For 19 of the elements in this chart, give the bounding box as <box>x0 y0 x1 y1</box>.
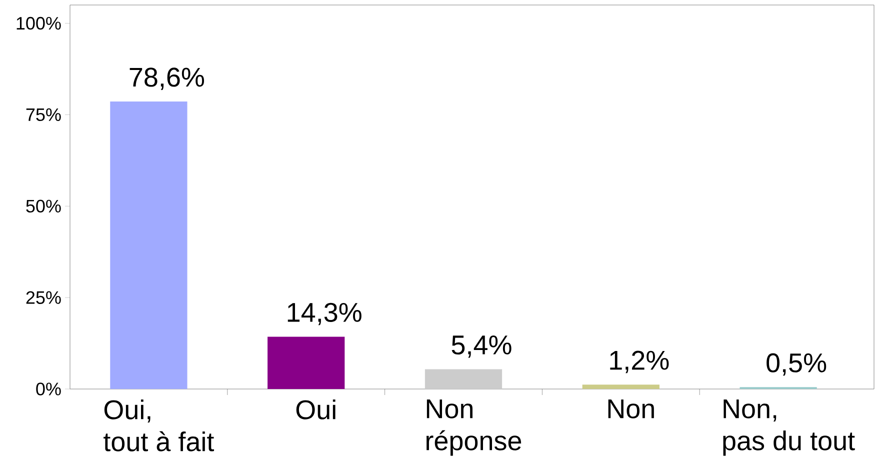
x-tick-label: Oui, tout à fait <box>104 400 214 452</box>
data-label: 78,6% <box>130 68 204 90</box>
y-tick-label: 50% <box>26 200 61 213</box>
bar <box>268 336 345 389</box>
y-tick-label: 25% <box>26 291 61 304</box>
y-tick-label: 75% <box>26 108 61 122</box>
x-tick-label: Non réponse <box>426 400 522 456</box>
data-label: 1,2% <box>610 350 669 374</box>
bar <box>110 102 188 389</box>
x-tick-label: Non, pas du tout <box>723 400 855 456</box>
data-label: 0,5% <box>766 353 826 376</box>
y-tick-label: 0% <box>36 382 61 396</box>
x-tick-label: Non <box>608 400 654 418</box>
bar <box>582 384 660 389</box>
data-label: 5,4% <box>452 336 512 358</box>
y-tick-label: 100% <box>16 16 61 30</box>
x-tick-label: Oui <box>296 400 336 420</box>
data-label: 14,3% <box>288 302 362 326</box>
bar <box>424 369 502 389</box>
